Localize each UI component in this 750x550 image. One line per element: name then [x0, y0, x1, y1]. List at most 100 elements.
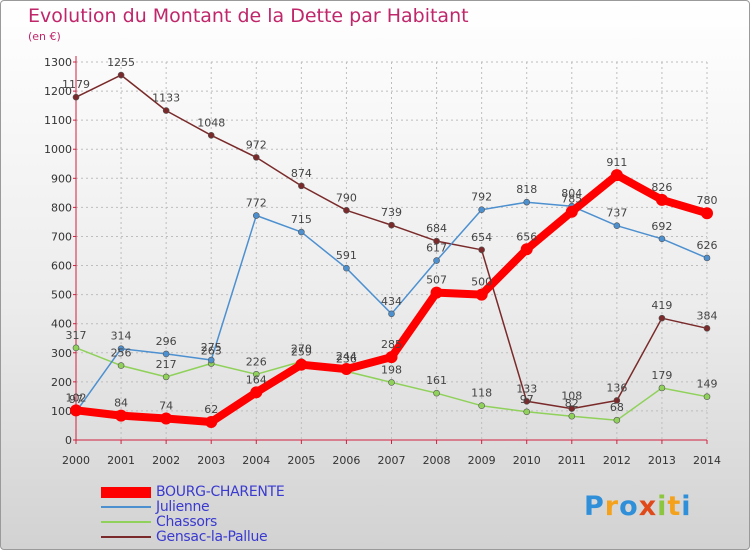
- legend-swatch: [101, 536, 151, 538]
- data-point: [703, 393, 711, 400]
- x-tick-label: 2003: [197, 454, 225, 467]
- data-point: [388, 379, 395, 386]
- chart-title: Evolution du Montant de la Dette par Hab…: [28, 5, 469, 27]
- data-label: 84: [114, 397, 128, 410]
- data-label: 626: [697, 239, 718, 252]
- proxiti-logo: Proxiti: [584, 491, 692, 522]
- data-label: 270: [291, 342, 312, 355]
- data-point: [703, 325, 711, 332]
- data-label: 133: [516, 382, 537, 395]
- data-point: [115, 409, 128, 422]
- data-label: 256: [111, 347, 132, 360]
- data-label: 1133: [152, 92, 180, 105]
- y-tick-label: 300: [51, 347, 72, 360]
- data-label: 317: [66, 329, 87, 342]
- data-point: [385, 351, 398, 364]
- data-label: 591: [336, 249, 357, 262]
- data-point: [340, 363, 353, 376]
- data-point: [72, 93, 80, 101]
- legend-swatch: [101, 487, 151, 498]
- data-point: [207, 131, 215, 139]
- data-point: [207, 356, 215, 364]
- data-point: [252, 370, 260, 378]
- data-label: 217: [156, 358, 177, 371]
- y-tick-label: 100: [51, 405, 72, 418]
- y-tick-label: 0: [65, 434, 72, 447]
- data-label: 161: [426, 374, 447, 387]
- data-label: 500: [471, 276, 492, 289]
- data-label: 715: [291, 213, 312, 226]
- data-point: [72, 344, 80, 352]
- data-point: [117, 345, 125, 352]
- data-label: 108: [561, 390, 582, 403]
- data-label: 684: [426, 222, 447, 235]
- data-label: 236: [336, 352, 357, 365]
- y-tick-label: 500: [51, 289, 72, 302]
- data-point: [613, 416, 621, 424]
- data-label: 792: [471, 191, 492, 204]
- x-tick-label: 2009: [468, 454, 496, 467]
- x-tick-label: 2014: [693, 454, 721, 467]
- data-label: 507: [426, 274, 447, 287]
- y-tick-label: 700: [51, 230, 72, 243]
- data-point: [568, 412, 576, 420]
- x-tick-label: 2002: [152, 454, 180, 467]
- data-point: [565, 205, 578, 218]
- data-label: 314: [111, 330, 132, 343]
- x-tick-label: 2004: [242, 454, 270, 467]
- data-point: [162, 107, 170, 114]
- y-tick-label: 1100: [44, 114, 72, 127]
- x-tick-label: 2007: [378, 454, 406, 467]
- data-label: 1179: [62, 78, 90, 91]
- data-point: [520, 243, 533, 256]
- data-label: 285: [381, 338, 402, 351]
- data-point: [610, 169, 623, 182]
- data-label: 102: [66, 391, 87, 404]
- data-point: [388, 310, 395, 318]
- data-label: 118: [471, 387, 492, 400]
- x-tick-label: 2006: [332, 454, 360, 467]
- x-tick-label: 2011: [558, 454, 586, 467]
- y-tick-label: 600: [51, 260, 72, 273]
- data-point: [162, 350, 170, 358]
- legend-swatch: [101, 506, 151, 508]
- data-point: [655, 193, 668, 206]
- data-label: 737: [606, 207, 627, 220]
- data-label: 1048: [197, 116, 225, 129]
- data-point: [658, 384, 666, 392]
- legend-swatch: [101, 521, 151, 523]
- data-point: [298, 182, 305, 190]
- legend-label: Chassors: [156, 514, 218, 530]
- data-point: [613, 222, 621, 230]
- data-point: [701, 207, 713, 220]
- data-label: 772: [246, 197, 267, 210]
- data-point: [162, 373, 170, 381]
- data-point: [658, 235, 666, 243]
- data-point: [205, 415, 218, 428]
- x-tick-label: 2012: [603, 454, 631, 467]
- data-point: [478, 206, 485, 214]
- legend-label: Gensac-la-Pallue: [156, 529, 268, 545]
- data-point: [478, 246, 485, 254]
- data-point: [388, 221, 395, 229]
- data-point: [343, 264, 350, 272]
- data-point: [478, 402, 485, 409]
- y-tick-label: 800: [51, 201, 72, 214]
- data-label: 97: [69, 393, 83, 406]
- data-label: 780: [697, 194, 718, 207]
- data-label: 739: [381, 206, 402, 219]
- data-label: 136: [606, 381, 627, 394]
- data-label: 826: [651, 181, 672, 194]
- x-tick-label: 2005: [287, 454, 315, 467]
- data-point: [295, 358, 308, 371]
- data-point: [298, 228, 305, 236]
- data-label: 198: [381, 363, 402, 376]
- data-point: [523, 408, 531, 416]
- data-label: 275: [201, 341, 222, 354]
- x-tick-label: 2008: [423, 454, 451, 467]
- data-point: [433, 389, 440, 397]
- data-label: 972: [246, 138, 267, 151]
- x-tick-label: 2013: [648, 454, 676, 467]
